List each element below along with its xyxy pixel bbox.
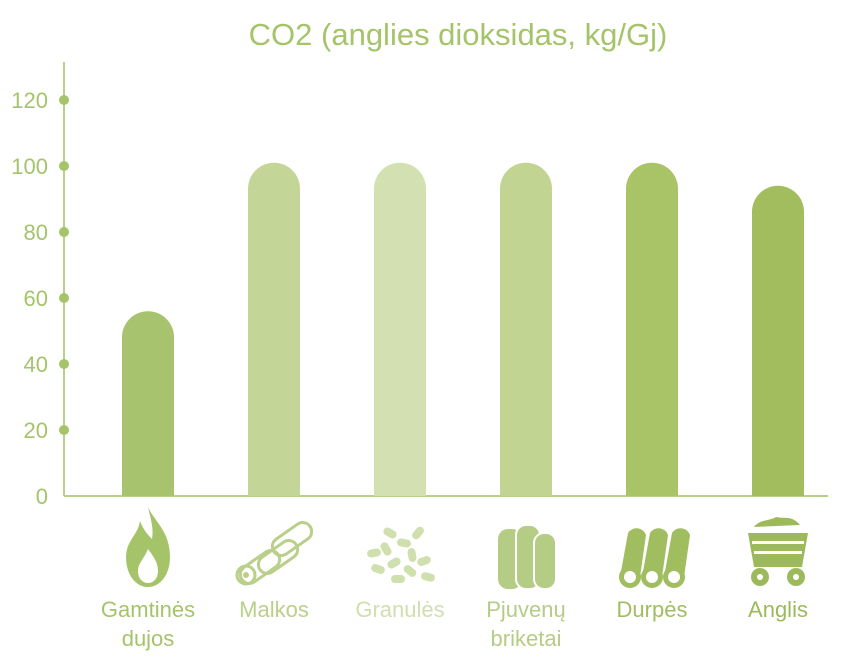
y-tick-dot bbox=[59, 161, 69, 171]
category-label: Durpės bbox=[617, 597, 688, 622]
bar bbox=[374, 162, 426, 496]
y-tick-label: 80 bbox=[24, 220, 48, 245]
pellets-icon bbox=[367, 526, 435, 583]
y-tick-dot bbox=[59, 227, 69, 237]
peat-icon bbox=[619, 528, 690, 588]
y-tick-label: 100 bbox=[11, 154, 48, 179]
bar bbox=[248, 162, 300, 496]
y-tick-label: 40 bbox=[24, 352, 48, 377]
bar bbox=[752, 185, 804, 496]
bar bbox=[122, 311, 174, 496]
y-tick-label: 20 bbox=[24, 418, 48, 443]
category-label: dujos bbox=[122, 626, 175, 651]
category-label: briketai bbox=[491, 626, 562, 651]
category-label: Malkos bbox=[239, 597, 309, 622]
category-label: Gamtinės bbox=[101, 597, 195, 622]
briquettes-icon bbox=[498, 524, 557, 590]
y-tick-dot bbox=[59, 95, 69, 105]
y-tick-label: 60 bbox=[24, 286, 48, 311]
y-tick-label: 120 bbox=[11, 88, 48, 113]
coal-cart-icon bbox=[748, 517, 808, 586]
bar bbox=[500, 162, 552, 496]
chart-title: CO2 (anglies dioksidas, kg/Gj) bbox=[249, 17, 668, 52]
y-tick-dot bbox=[59, 425, 69, 435]
category-label: Pjuvenų bbox=[486, 597, 566, 622]
bar bbox=[626, 162, 678, 496]
y-tick-dot bbox=[59, 359, 69, 369]
flame-icon bbox=[126, 507, 170, 587]
logs-icon bbox=[235, 521, 314, 586]
category-label: Anglis bbox=[748, 597, 808, 622]
y-tick-dot bbox=[59, 293, 69, 303]
y-tick-label: 0 bbox=[36, 484, 48, 509]
category-label: Granulės bbox=[355, 597, 444, 622]
